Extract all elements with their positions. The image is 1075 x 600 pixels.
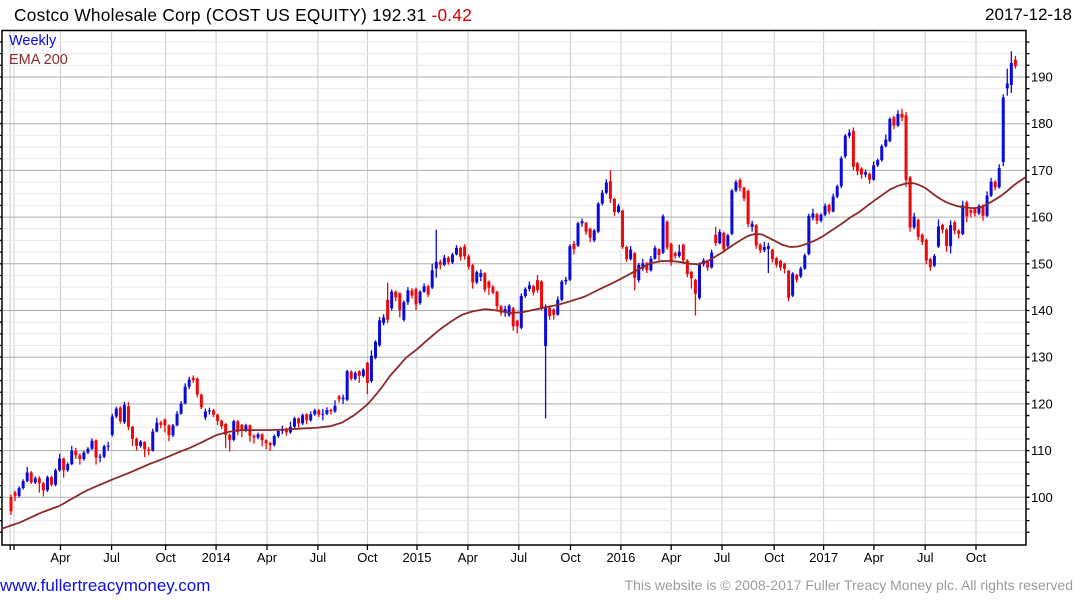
svg-text:150: 150 [1031,256,1053,271]
svg-text:Jul: Jul [510,550,527,565]
svg-text:130: 130 [1031,350,1053,365]
svg-text:Apr: Apr [661,550,682,565]
svg-text:2016: 2016 [606,550,635,565]
svg-text:Apr: Apr [257,550,278,565]
svg-text:Apr: Apr [864,550,885,565]
svg-text:120: 120 [1031,396,1053,411]
svg-text:Jul: Jul [310,550,327,565]
svg-text:Oct: Oct [357,550,378,565]
svg-text:Jul: Jul [103,550,120,565]
svg-text:Oct: Oct [764,550,785,565]
svg-text:Oct: Oct [966,550,987,565]
svg-text:2017: 2017 [809,550,838,565]
svg-text:Jul: Jul [714,550,731,565]
svg-text:2014: 2014 [202,550,231,565]
svg-text:190: 190 [1031,70,1053,85]
svg-text:Oct: Oct [155,550,176,565]
svg-text:160: 160 [1031,210,1053,225]
svg-text:Apr: Apr [50,550,71,565]
svg-text:110: 110 [1031,443,1052,458]
svg-text:Oct: Oct [560,550,581,565]
svg-text:140: 140 [1031,303,1053,318]
svg-text:Jul: Jul [917,550,934,565]
svg-text:170: 170 [1031,163,1053,178]
svg-text:2015: 2015 [403,550,432,565]
svg-text:Apr: Apr [458,550,479,565]
svg-text:100: 100 [1031,490,1053,505]
svg-text:180: 180 [1031,116,1053,131]
